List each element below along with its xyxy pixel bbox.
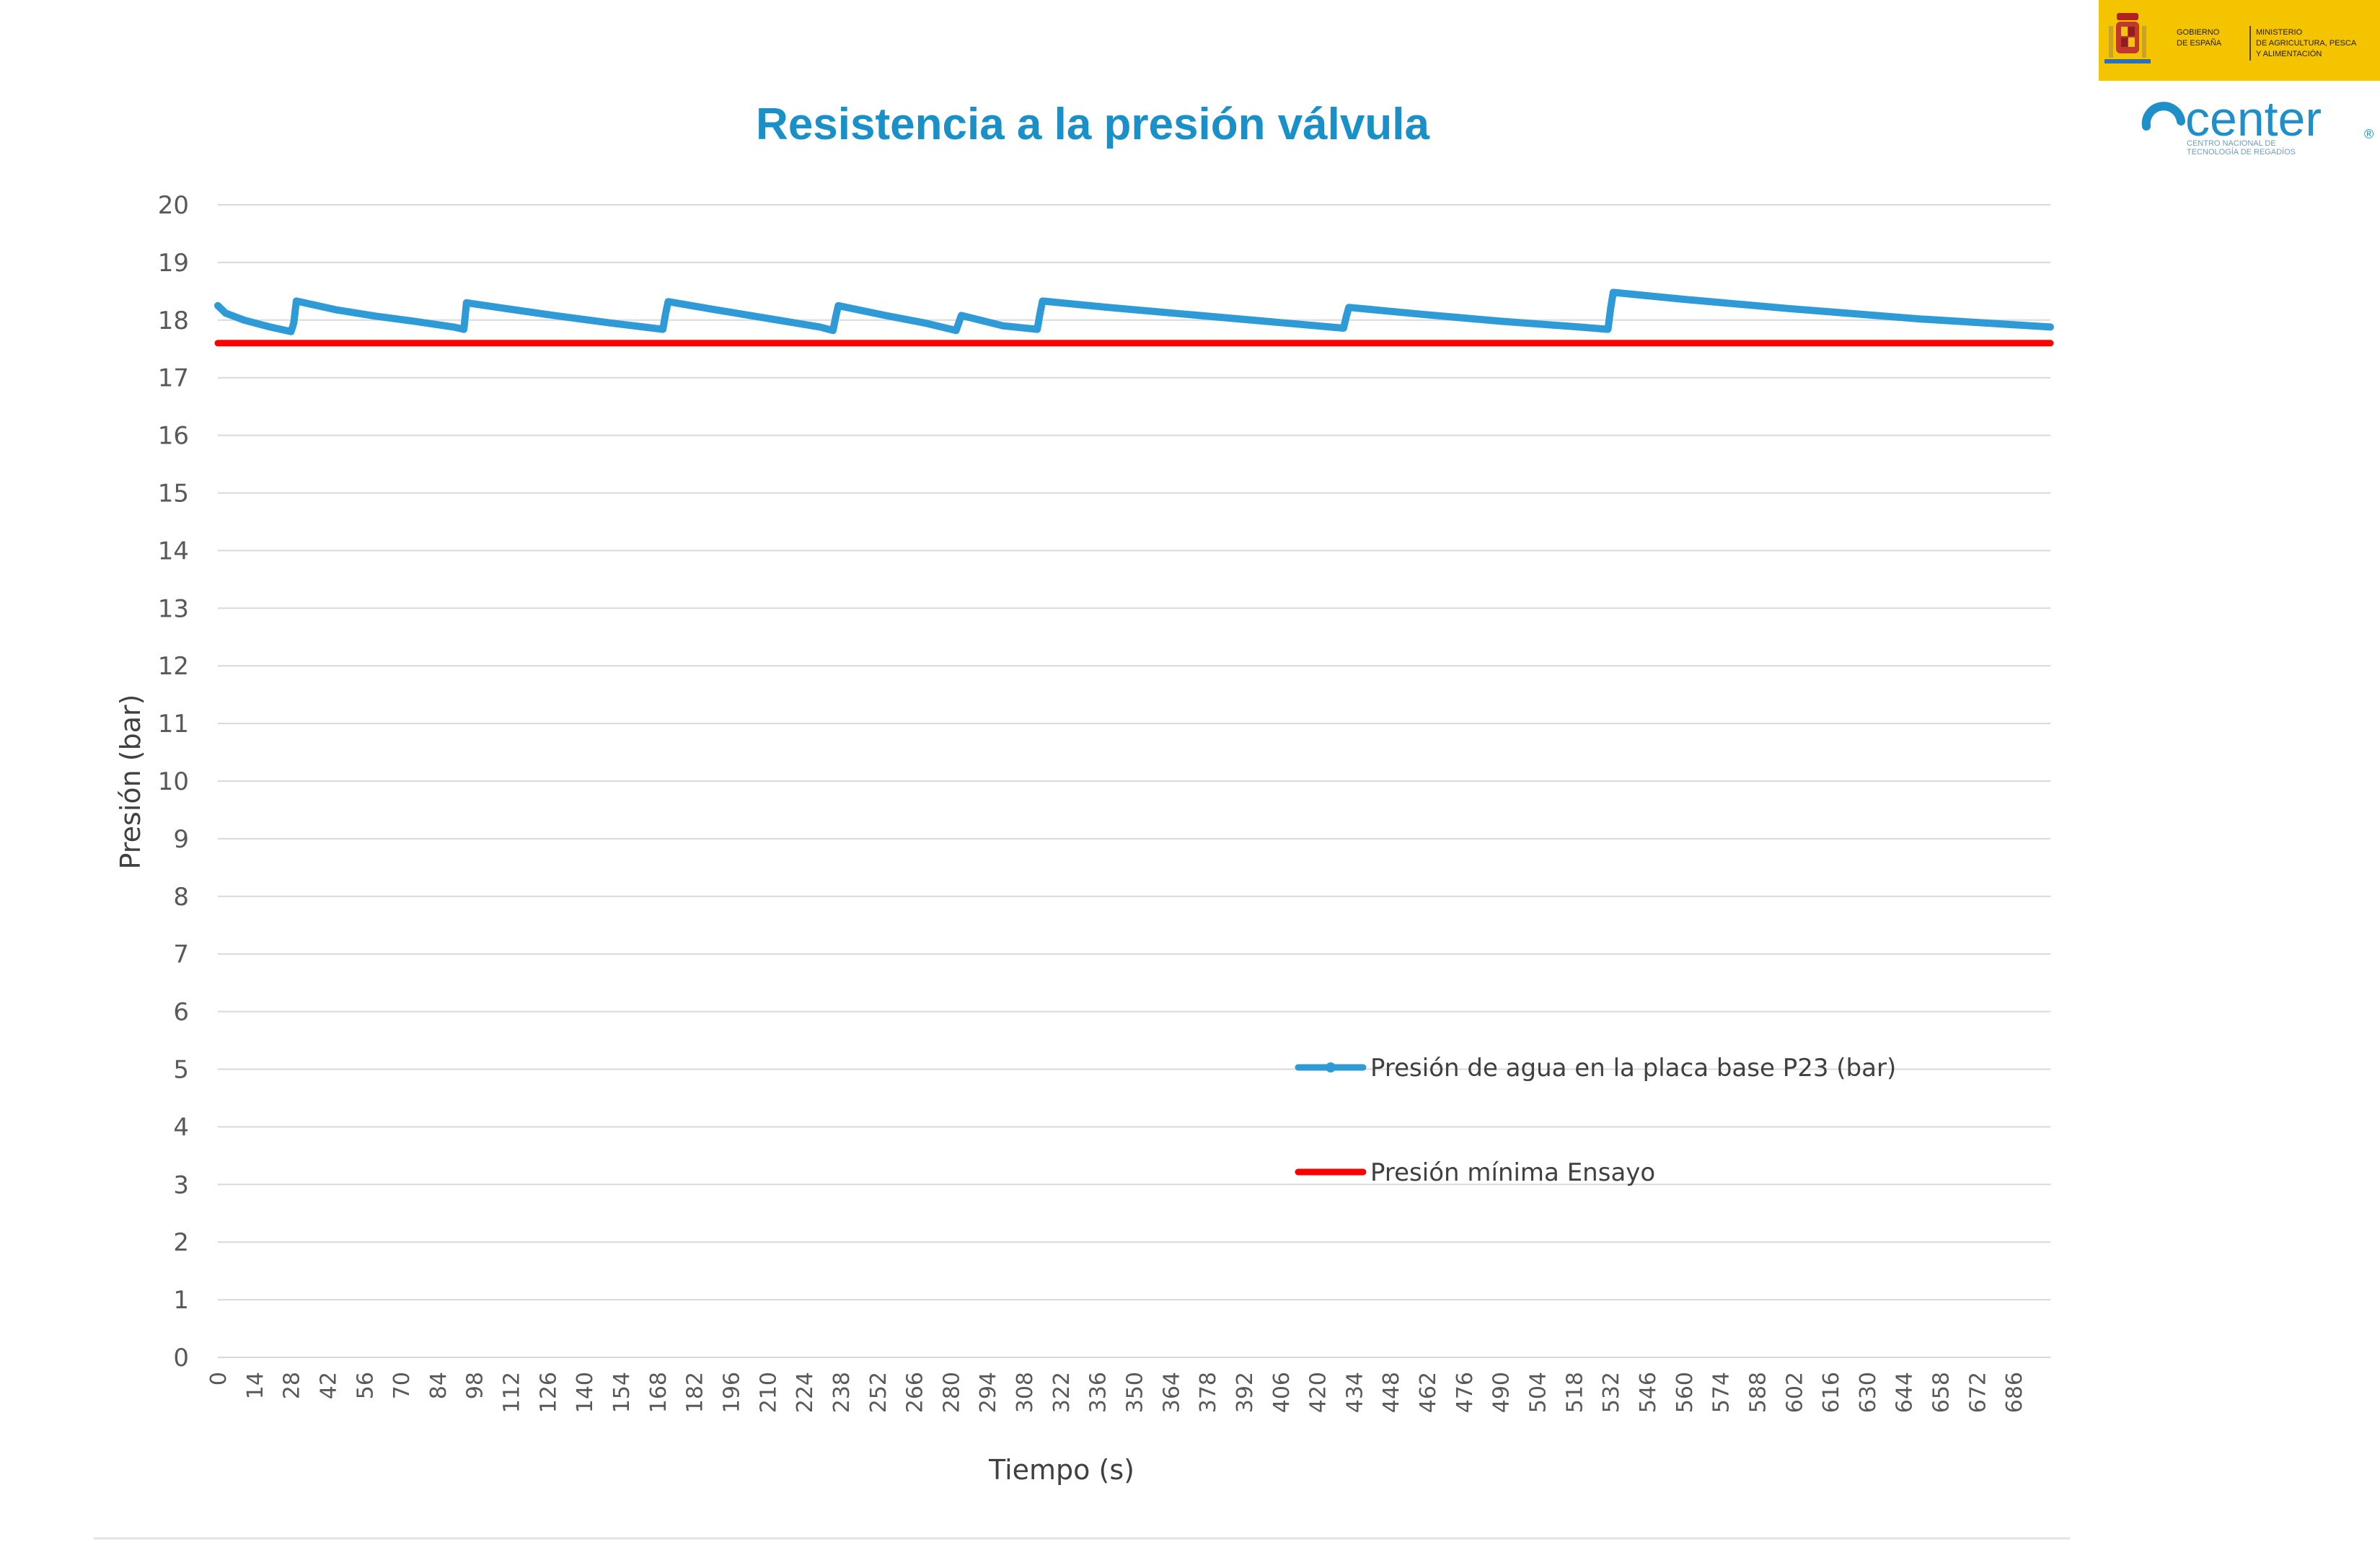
- x-tick-label: 112: [500, 1372, 525, 1413]
- chart-title: Resistencia a la presión válvula: [756, 100, 1429, 149]
- x-tick-label: 546: [1636, 1372, 1661, 1413]
- gobierno-line2: DE ESPAÑA: [2177, 38, 2222, 48]
- x-tick-label: 616: [1819, 1372, 1844, 1413]
- center-swirl-icon: [2141, 102, 2185, 131]
- y-tick-label: 10: [158, 767, 189, 796]
- gobierno-line1: GOBIERNO: [2177, 28, 2220, 37]
- y-tick-label: 19: [158, 249, 189, 278]
- legend: Presión de agua en la placa base P23 (ba…: [1295, 1054, 1896, 1187]
- ministerio-line1: MINISTERIO: [2256, 28, 2303, 37]
- x-tick-label: 28: [280, 1372, 305, 1399]
- x-tick-label: 126: [536, 1372, 561, 1413]
- y-tick-label: 13: [158, 594, 189, 623]
- center-logo: center ® CENTRO NACIONAL DE TECNOLOGÍA D…: [2141, 92, 2374, 157]
- x-tick-label: 294: [976, 1372, 1001, 1413]
- x-tick-label: 140: [573, 1372, 598, 1413]
- x-tick-label: 42: [316, 1372, 341, 1399]
- y-axis-title: Presión (bar): [115, 695, 146, 870]
- x-tick-label: 658: [1929, 1372, 1954, 1413]
- y-tick-label: 12: [158, 652, 189, 681]
- legend-label-pressure: Presión de agua en la placa base P23 (ba…: [1370, 1054, 1896, 1083]
- x-tick-label: 378: [1196, 1372, 1221, 1413]
- y-tick-label: 18: [158, 307, 189, 335]
- y-tick-label: 11: [158, 710, 189, 739]
- x-tick-label: 56: [353, 1372, 378, 1399]
- x-axis-title: Tiempo (s): [988, 1454, 1134, 1486]
- x-tick-label: 504: [1526, 1372, 1551, 1413]
- x-tick-label: 252: [866, 1372, 891, 1413]
- x-tick-label: 168: [646, 1372, 671, 1413]
- x-tick-label: 280: [939, 1372, 964, 1413]
- x-tick-label: 154: [609, 1372, 635, 1413]
- legend-label-minimum: Presión mínima Ensayo: [1370, 1158, 1655, 1187]
- y-tick-label: 6: [173, 998, 189, 1027]
- x-tick-label: 364: [1159, 1372, 1184, 1413]
- y-tick-label: 5: [173, 1056, 189, 1085]
- y-tick-label: 2: [173, 1228, 189, 1257]
- registered-mark: ®: [2364, 127, 2374, 141]
- series-line-pressure: [214, 288, 2054, 335]
- x-tick-label: 266: [903, 1372, 928, 1413]
- x-tick-label: 448: [1379, 1372, 1404, 1413]
- x-tick-label: 322: [1049, 1372, 1075, 1413]
- y-tick-label: 7: [173, 940, 189, 969]
- y-tick-label: 15: [158, 480, 189, 508]
- x-tick-label: 14: [243, 1372, 268, 1399]
- x-tick-label: 224: [793, 1372, 818, 1413]
- x-tick-label: 406: [1269, 1372, 1295, 1413]
- x-tick-label: 672: [1965, 1372, 1991, 1413]
- y-tick-label: 20: [158, 191, 189, 220]
- y-tick-label: 0: [173, 1344, 189, 1373]
- x-tick-label: 210: [756, 1372, 781, 1413]
- y-tick-label: 16: [158, 422, 189, 451]
- x-tick-label: 602: [1782, 1372, 1807, 1413]
- gobierno-logo: GOBIERNO DE ESPAÑA MINISTERIO DE AGRICUL…: [2099, 0, 2380, 81]
- y-tick-label: 8: [173, 883, 189, 912]
- x-tick-label: 420: [1306, 1372, 1331, 1413]
- x-tick-label: 476: [1453, 1372, 1478, 1413]
- gridlines: [218, 204, 2050, 1358]
- center-sub1: CENTRO NACIONAL DE: [2187, 139, 2276, 148]
- y-tick-label: 17: [158, 364, 189, 393]
- x-tick-label: 350: [1123, 1372, 1148, 1413]
- x-tick-label: 490: [1489, 1372, 1515, 1413]
- ministerio-line2: DE AGRICULTURA, PESCA: [2256, 39, 2357, 48]
- x-tick-label: 70: [389, 1372, 415, 1399]
- x-tick-label: 532: [1599, 1372, 1624, 1413]
- y-tick-label: 1: [173, 1286, 189, 1315]
- center-sub2: TECNOLOGÍA DE REGADÍOS: [2187, 147, 2296, 157]
- x-tick-label: 574: [1709, 1372, 1735, 1413]
- x-tick-label: 196: [719, 1372, 744, 1413]
- x-tick-label: 238: [829, 1372, 855, 1413]
- x-tick-label: 308: [1013, 1372, 1038, 1413]
- x-tick-label: 518: [1562, 1372, 1587, 1413]
- x-tick-label: 392: [1233, 1372, 1258, 1413]
- x-tick-label: 630: [1856, 1372, 1881, 1413]
- x-axis-ticks: 0 14 28 42 56 70 84 98 112 126 140 154 168 182 196 210 2…: [206, 1372, 2027, 1413]
- x-tick-label: 462: [1416, 1372, 1441, 1413]
- x-tick-label: 644: [1892, 1372, 1918, 1413]
- x-tick-label: 336: [1086, 1372, 1111, 1413]
- x-tick-label: 98: [463, 1372, 488, 1399]
- x-tick-label: 84: [426, 1372, 451, 1399]
- legend-marker-pressure: [1326, 1062, 1336, 1072]
- x-tick-label: 434: [1342, 1372, 1367, 1413]
- y-tick-label: 3: [173, 1171, 189, 1199]
- x-tick-label: 182: [683, 1372, 708, 1413]
- x-tick-label: 0: [206, 1372, 232, 1385]
- center-word: center: [2185, 92, 2322, 146]
- x-tick-label: 588: [1745, 1372, 1771, 1413]
- series-group: [214, 288, 2054, 347]
- y-tick-label: 14: [158, 537, 189, 565]
- coat-of-arms-icon: [2104, 13, 2151, 63]
- x-tick-label: 560: [1672, 1372, 1698, 1413]
- x-tick-label: 686: [2002, 1372, 2027, 1413]
- y-tick-label: 4: [173, 1113, 189, 1142]
- y-tick-label: 9: [173, 825, 189, 854]
- ministerio-line3: Y ALIMENTACIÓN: [2256, 49, 2322, 58]
